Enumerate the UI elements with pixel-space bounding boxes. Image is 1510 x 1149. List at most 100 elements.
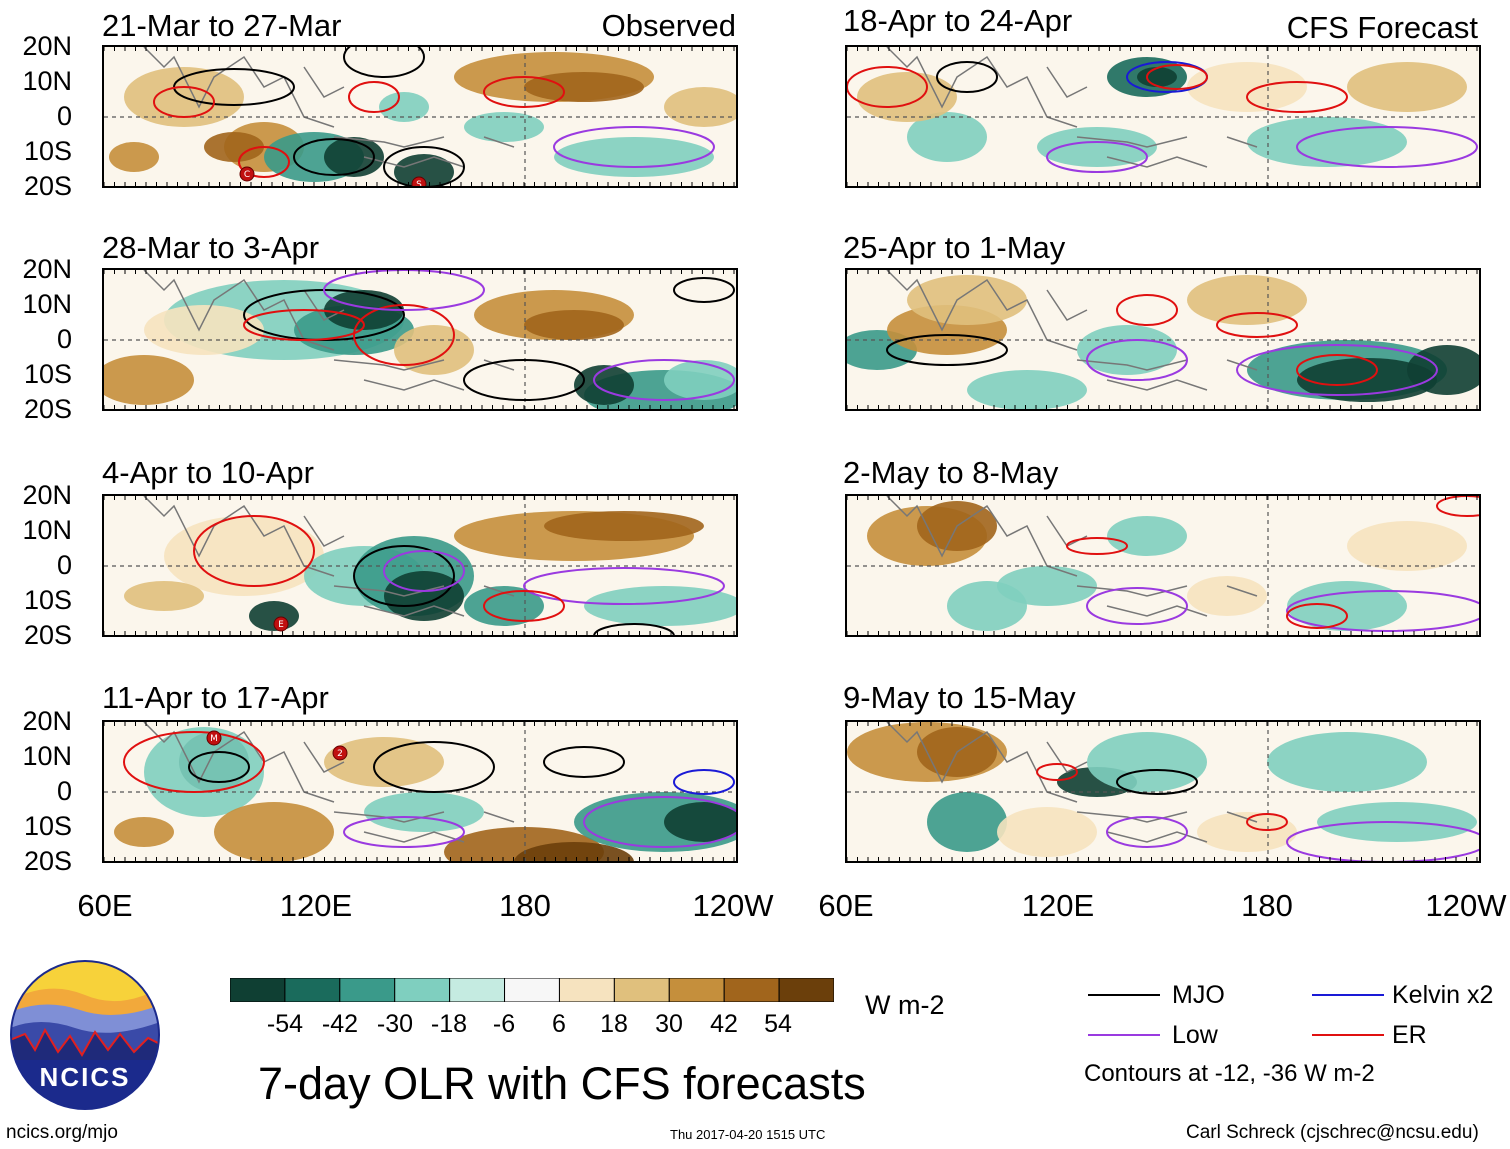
ncics-logo-icon [10, 960, 160, 1110]
observed-panel-1-title: 21-Mar to 27-Mar [102, 8, 342, 43]
olr-anomaly-blob [1187, 275, 1307, 325]
contour-line [1116, 769, 1198, 795]
olr-field [104, 270, 736, 409]
lon-label-120w: 120W [692, 888, 774, 923]
olr-anomaly-blob [1187, 62, 1307, 112]
contour-line [193, 515, 315, 587]
observed-map-2 [102, 268, 738, 411]
colorbar-swatch [504, 977, 560, 1003]
colorbar-label: 30 [655, 1010, 683, 1038]
olr-anomaly-blob [857, 72, 957, 122]
lat-label-10n: 10N [22, 515, 72, 545]
lat-label-0: 0 [56, 776, 72, 806]
lat-label-0: 0 [56, 101, 72, 131]
contour-line [1116, 294, 1178, 326]
lat-label-10s: 10S [23, 585, 72, 615]
contour-line [1246, 813, 1288, 831]
observed-tag: Observed [601, 8, 736, 43]
contour-line [1286, 603, 1348, 629]
olr-anomaly-blob [664, 360, 736, 400]
coastline [886, 270, 1258, 391]
olr-anomaly-blob [1107, 516, 1187, 556]
contour-line [343, 816, 465, 848]
olr-anomaly-blob [464, 586, 544, 626]
footer-url[interactable]: ncics.org/mjo [6, 1122, 118, 1143]
olr-field [847, 722, 1479, 861]
lat-label-20n: 20N [22, 480, 72, 510]
olr-anomaly-blob [114, 817, 174, 847]
olr-anomaly-blob [584, 586, 736, 626]
olr-field: CS [104, 47, 736, 186]
lon-label-60e: 60E [77, 888, 133, 923]
olr-anomaly-blob [997, 807, 1097, 857]
legend-label-er: ER [1392, 1021, 1427, 1049]
contour-line [1066, 537, 1128, 555]
observed-panel-3-title: 4-Apr to 10-Apr [102, 455, 314, 490]
olr-anomaly-blob [544, 511, 704, 541]
colorbar-swatch [339, 977, 396, 1003]
olr-anomaly-blob [1087, 732, 1207, 792]
contour-line [1036, 763, 1078, 781]
olr-field [847, 270, 1479, 409]
legend-line-mjo [1088, 994, 1160, 996]
lat-label-20s: 20S [23, 394, 72, 424]
colorbar-label: 54 [764, 1010, 792, 1038]
olr-anomaly-blob [109, 142, 159, 172]
lat-label-10n: 10N [22, 741, 72, 771]
contour-line [383, 146, 465, 186]
coastline [143, 270, 515, 391]
olr-anomaly-blob [204, 132, 264, 162]
legend-label-mjo: MJO [1172, 981, 1225, 1009]
contour-line [936, 61, 998, 93]
olr-anomaly-blob [104, 355, 194, 405]
olr-anomaly-blob [1187, 576, 1267, 616]
olr-field [847, 47, 1479, 186]
lon-label-120w: 120W [1425, 888, 1507, 923]
olr-anomaly-blob [1287, 581, 1407, 631]
olr-field: E [104, 496, 736, 635]
olr-anomaly-blob [164, 516, 324, 596]
olr-anomaly-blob [324, 290, 404, 330]
contour-line [673, 277, 735, 303]
olr-anomaly-blob [1347, 62, 1467, 112]
footer-credit: Carl Schreck (cjschrec@ncsu.edu) [1186, 1122, 1479, 1143]
legend-note: Contours at -12, -36 W m-2 [1084, 1060, 1375, 1087]
contour-line [1046, 141, 1148, 173]
forecast-panel-2-title: 25-Apr to 1-May [843, 230, 1066, 265]
coastline [886, 496, 1258, 617]
colorbar-label: 42 [710, 1010, 738, 1038]
colorbar-swatch [558, 977, 615, 1003]
contour-line [353, 545, 455, 607]
contour-line [1286, 821, 1479, 861]
colorbar-swatch [449, 977, 506, 1003]
forecast-tag: CFS Forecast [1286, 10, 1478, 45]
olr-anomaly-blob [967, 370, 1087, 409]
forecast-map-2 [845, 268, 1481, 411]
colorbar-swatches [229, 977, 835, 1003]
contour-line [1086, 339, 1188, 381]
lat-label-20s: 20S [23, 620, 72, 650]
olr-anomaly-blob [379, 92, 429, 122]
lat-label-20n: 20N [22, 254, 72, 284]
legend-label-kelvin: Kelvin x2 [1392, 981, 1494, 1009]
olr-anomaly-blob [1137, 67, 1177, 87]
lon-label-180: 180 [1241, 888, 1293, 923]
colorbar-label: -54 [266, 1010, 304, 1038]
colorbar-label: -30 [376, 1010, 414, 1038]
lat-label-20s: 20S [23, 846, 72, 876]
contour-line [123, 731, 265, 793]
forecast-panel-4-title: 9-May to 15-May [843, 680, 1076, 715]
coastline [143, 47, 515, 168]
colorbar-unit: W m-2 [865, 990, 945, 1020]
contour-line [1436, 496, 1479, 517]
olr-anomaly-blob [524, 310, 624, 340]
olr-anomaly-blob [1267, 732, 1427, 792]
forecast-map-3 [845, 494, 1481, 637]
contour-line [1146, 64, 1208, 90]
colorbar-swatch [778, 977, 835, 1003]
contour-line [1236, 344, 1438, 396]
contour-line [238, 146, 290, 178]
olr-anomaly-blob [907, 275, 1027, 325]
